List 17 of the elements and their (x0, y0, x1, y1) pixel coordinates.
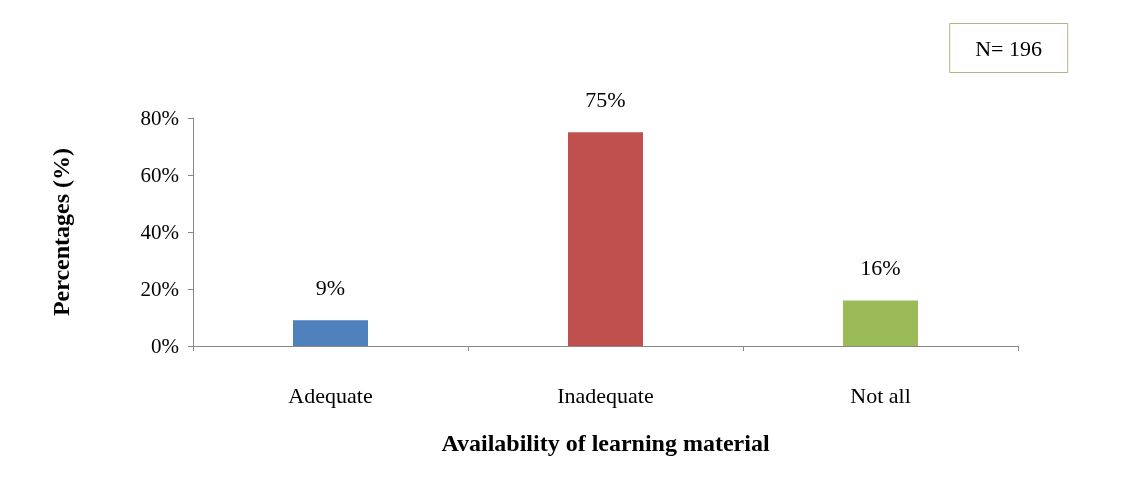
y-tick-label: 20% (140, 277, 179, 301)
data-label: 16% (860, 254, 901, 280)
x-axis-title: Availability of learning material (441, 430, 770, 456)
bar (843, 300, 918, 346)
x-tick-label: Not all (850, 382, 911, 408)
bar (568, 132, 643, 346)
x-tick-label: Adequate (288, 382, 373, 408)
x-tick-label: Inadequate (557, 382, 654, 408)
data-label: 75% (585, 86, 626, 112)
text: N= 196 (975, 35, 1042, 61)
y-axis-title: Percentages (%) (48, 147, 74, 317)
bar (293, 320, 368, 346)
y-tick-label: 0% (151, 334, 179, 358)
y-tick-label: 60% (140, 163, 179, 187)
data-label: 9% (315, 274, 346, 300)
y-tick-label: 80% (140, 106, 179, 130)
y-tick-label: 40% (140, 220, 179, 244)
